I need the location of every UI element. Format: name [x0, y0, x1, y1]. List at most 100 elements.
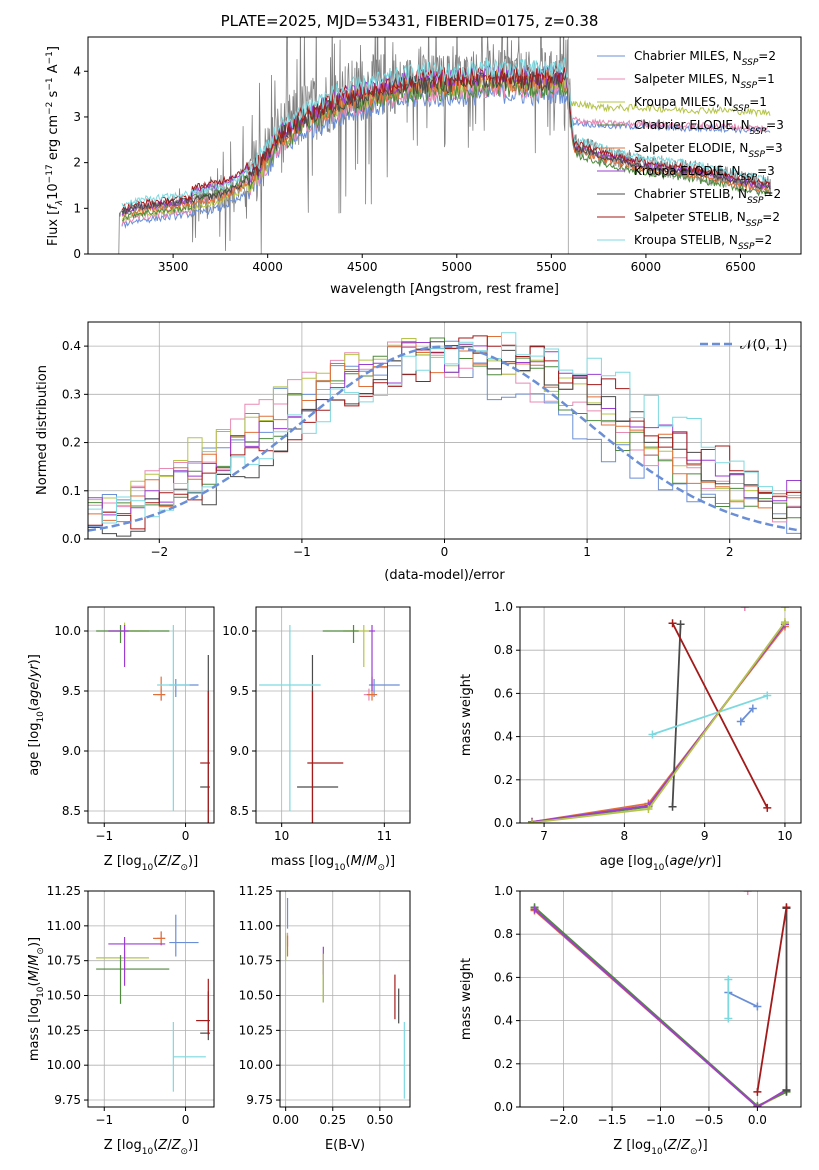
y-tick-label: 10.75 — [239, 954, 273, 968]
y-tick-label: 0.4 — [494, 730, 513, 744]
x-tick-label: 0 — [182, 829, 190, 843]
label-part: / — [27, 965, 42, 970]
legend-entry: Chabrier STELIB, NSSP=2 — [634, 187, 781, 206]
x-tick-label: 6000 — [631, 260, 662, 274]
y-tick-label: 0.1 — [62, 484, 81, 498]
y-tick-label: 9.75 — [54, 1093, 81, 1107]
normal-distribution-curve — [88, 345, 799, 532]
label-part: yr — [697, 854, 713, 869]
legend-entry: Salpeter ELODIE, NSSP=3 — [634, 141, 783, 160]
label-part: −17 — [45, 164, 55, 183]
label-part: ( — [153, 1138, 158, 1153]
weight-marker — [763, 803, 772, 812]
weight_vs_Z-plot-area — [530, 891, 791, 1107]
y-tick-label: 0.2 — [62, 436, 81, 450]
label-part: (data-model)/error — [384, 568, 505, 583]
y-tick-label: 1 — [73, 201, 81, 215]
y-tick-label: 10.25 — [47, 1023, 81, 1037]
y-tick-label: 0.4 — [62, 339, 81, 353]
label-part: / — [167, 854, 172, 869]
weight-marker — [530, 905, 539, 914]
y-tick-label: 10.0 — [222, 624, 249, 638]
x-tick-label: 5000 — [442, 260, 473, 274]
label-part: Salpeter MILES, N — [634, 72, 741, 86]
label-part: age [ — [27, 742, 42, 775]
label-part: )] — [27, 937, 42, 947]
label-part: Z [ — [104, 1138, 122, 1153]
label-part: 10 — [46, 183, 61, 200]
x-axis-label: age [log10(age/yr)] — [600, 854, 722, 873]
label-part: log — [122, 854, 142, 869]
label-part: M — [27, 955, 42, 966]
model-spectrum-kroupa-stelib — [121, 57, 771, 208]
label-part: 10 — [36, 711, 46, 723]
label-part: =1 — [749, 95, 767, 109]
x-tick-label: 0.0 — [748, 1113, 767, 1127]
label-part: 10 — [651, 1147, 663, 1157]
weight-marker — [740, 607, 749, 611]
label-part: Z — [680, 1138, 691, 1153]
weight_vs_Z-axes: −2.0 −1.5 −1.0 −0.5 0.0 0.0 0.2 0.4 0.6 0.8 1.0 Z [… — [459, 884, 802, 1157]
weight-marker — [763, 691, 772, 700]
y-tick-label: 0 — [73, 247, 81, 261]
label-part: SSP — [738, 242, 755, 252]
x-axis-label: wavelength [Angstrom, rest frame] — [330, 282, 559, 297]
residuals-axes: −2 −1 0 1 2 0.0 0.1 0.2 0.3 0.4 (data-model)/error… — [35, 321, 802, 583]
label-part: mass weight — [459, 674, 474, 756]
y-axis-label: mass weight — [459, 958, 474, 1040]
weight-line-kroupa-elodie — [531, 623, 786, 823]
label-part: ⊙ — [180, 863, 188, 873]
weight-line-salpeter-stelib — [671, 622, 769, 809]
y-tick-label: 0.2 — [494, 773, 513, 787]
label-part: M — [351, 854, 362, 869]
label-part: )] — [188, 1138, 198, 1153]
label-part: =1 — [757, 72, 775, 86]
axes-frame — [255, 606, 411, 824]
y-tick-label: 0.6 — [494, 970, 513, 984]
x-axis-label: mass [log10(M/M⊙)] — [271, 854, 395, 873]
label-part: =2 — [754, 233, 772, 247]
y-tick-label: 1.0 — [494, 600, 513, 614]
y-tick-label: 11.25 — [47, 884, 81, 898]
label-part: SSP — [742, 58, 759, 68]
model-spectrum-salpeter-stelib — [121, 63, 771, 211]
label-part: mass [ — [271, 854, 314, 869]
label-part: 10 — [334, 863, 346, 873]
y-axis-label: Flux [fλ10−17 erg cm−2 s−1 A−1] — [45, 46, 65, 246]
y-tick-label: 10.00 — [47, 1058, 81, 1072]
y-tick-label: 0.6 — [494, 686, 513, 700]
x-tick-label: −2.0 — [549, 1113, 578, 1127]
axes-frame — [87, 890, 215, 1108]
label-part: Kroupa MILES, N — [634, 95, 733, 109]
mass_vs_Z-plot-area — [96, 914, 210, 1092]
label-part: SSP — [747, 196, 764, 206]
label-part: −2 — [45, 102, 55, 115]
x-axis-label: Z [log10(Z/Z⊙)] — [613, 1138, 707, 1157]
axes-frame — [87, 606, 215, 824]
y-tick-label: 10.75 — [47, 954, 81, 968]
label-part: s — [46, 90, 61, 101]
label-part: SSP — [750, 127, 767, 137]
label-part: / — [362, 854, 367, 869]
label-part: mass weight — [459, 958, 474, 1040]
weight-marker — [753, 1087, 762, 1096]
label-part: erg cm — [46, 115, 61, 164]
x-tick-label: −2 — [150, 545, 168, 559]
label-part: A — [46, 64, 61, 77]
weight-marker — [780, 607, 789, 611]
label-part: =2 — [758, 49, 776, 63]
mass_vs_Z-axes: −1 0 9.75 10.00 10.25 10.50 10.75 11.00 11.25 Z [… — [27, 884, 215, 1157]
label-part: M — [27, 970, 42, 981]
label-part: 10 — [142, 1147, 154, 1157]
label-part: ] — [46, 46, 61, 51]
x-tick-label: 10 — [777, 829, 792, 843]
label-part: =3 — [766, 118, 784, 132]
legend-entry: Salpeter STELIB, NSSP=2 — [634, 210, 780, 229]
spectrum-plot-area — [118, 37, 772, 254]
label-part: λ — [55, 200, 65, 206]
weight-line-chabrier-miles — [727, 991, 758, 1008]
y-tick-label: 0.0 — [62, 532, 81, 546]
mass_vs_ebv-axes: 0.00 0.25 0.50 9.75 10.00 10.25 10.50 10.75 11.0… — [239, 884, 411, 1153]
label-part: Flux [ — [46, 210, 61, 246]
